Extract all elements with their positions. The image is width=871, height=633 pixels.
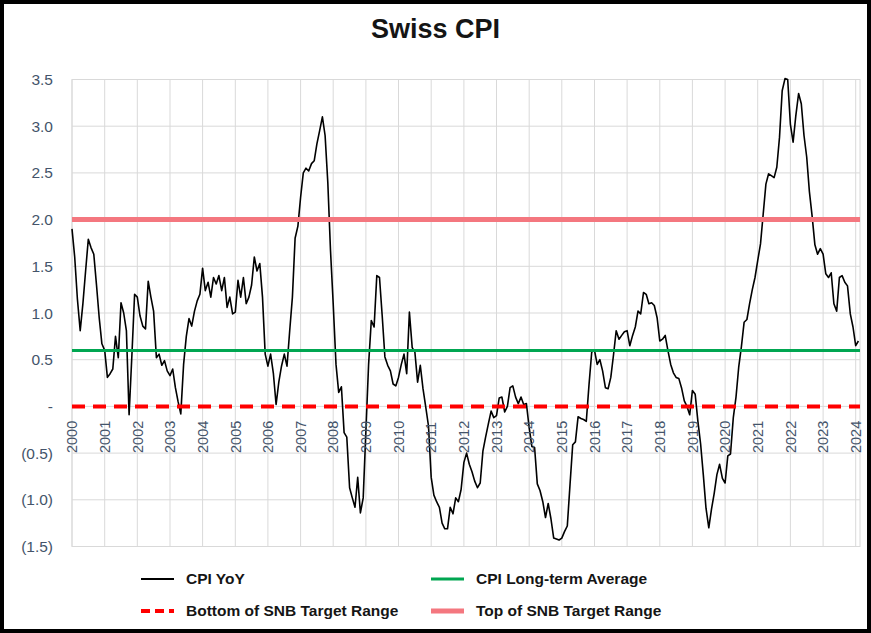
y-tick-label: 3.0: [31, 118, 53, 135]
x-tick-label: 2024: [848, 421, 864, 453]
x-tick-label: 2000: [64, 421, 80, 453]
average-line-icon: [431, 574, 464, 584]
x-tick-label: 2008: [325, 421, 341, 453]
x-tick-label: 2020: [717, 421, 733, 453]
x-tick-label: 2017: [619, 421, 635, 453]
y-tick-label: 2.5: [31, 164, 53, 181]
legend-item-top-target: Top of SNB Target Range: [431, 602, 661, 620]
x-tick-label: 2019: [685, 421, 701, 453]
x-tick-label: 2003: [162, 421, 178, 453]
y-tick-label: 1.0: [31, 305, 53, 322]
x-tick-label: 2014: [521, 421, 537, 453]
y-tick-label: 2.0: [31, 211, 53, 228]
y-axis-labels: 3.5 3.0 2.5 2.0 1.5 1.0 0.5 - (0.5) (1.0) (1.5): [21, 71, 53, 555]
y-tick-label: (0.5): [21, 445, 53, 462]
x-tick-label: 2012: [456, 421, 472, 453]
y-tick-label: (1.5): [21, 538, 53, 555]
cpi-yoy-line-icon: [141, 574, 174, 584]
cpi-yoy-line: [72, 79, 858, 540]
plot-area: 3.5 3.0 2.5 2.0 1.5 1.0 0.5 - (0.5) (1.0) (1.5) 200…: [4, 4, 871, 633]
x-tick-label: 2004: [195, 421, 211, 453]
x-tick-label: 2009: [358, 421, 374, 453]
x-tick-label: 2010: [391, 421, 407, 453]
legend-label: CPI Long-term Average: [476, 570, 647, 588]
x-tick-label: 2002: [130, 421, 146, 453]
x-tick-label: 2005: [228, 421, 244, 453]
y-tick-label: 3.5: [31, 71, 53, 88]
y-tick-label: 0.5: [31, 351, 53, 368]
chart-frame: Swiss CPI 3.53.02.52.01.51.00.5-(0.5)(1.…: [0, 0, 871, 633]
x-tick-label: 2021: [750, 421, 766, 453]
legend-label: Top of SNB Target Range: [476, 602, 661, 620]
y-tick-label: 1.5: [31, 258, 53, 275]
legend-item-long-term-average: CPI Long-term Average: [431, 570, 647, 588]
x-tick-label: 2023: [815, 421, 831, 453]
legend-item-cpi-yoy: CPI YoY: [141, 570, 245, 588]
y-tick-label: -: [48, 398, 53, 415]
x-tick-label: 2011: [423, 422, 439, 453]
y-tick-label: (1.0): [21, 491, 53, 508]
x-tick-label: 2013: [489, 421, 505, 453]
x-tick-label: 2007: [293, 421, 309, 453]
x-axis-labels: 2000 2001 2002 2003 2004 2005 2006 2007 2008 2009…: [64, 421, 864, 453]
x-tick-label: 2001: [97, 421, 113, 453]
legend-item-bottom-target: Bottom of SNB Target Range: [141, 602, 398, 620]
legend-label: Bottom of SNB Target Range: [186, 602, 398, 620]
dashed-red-line-icon: [141, 606, 174, 616]
x-tick-label: 2015: [554, 421, 570, 453]
legend-label: CPI YoY: [186, 570, 245, 588]
x-tick-label: 2022: [783, 421, 799, 453]
x-tick-label: 2006: [260, 421, 276, 453]
pink-line-icon: [431, 606, 464, 616]
gridlines: [72, 80, 860, 547]
x-tick-label: 2016: [587, 421, 603, 453]
x-tick-label: 2018: [652, 421, 668, 453]
